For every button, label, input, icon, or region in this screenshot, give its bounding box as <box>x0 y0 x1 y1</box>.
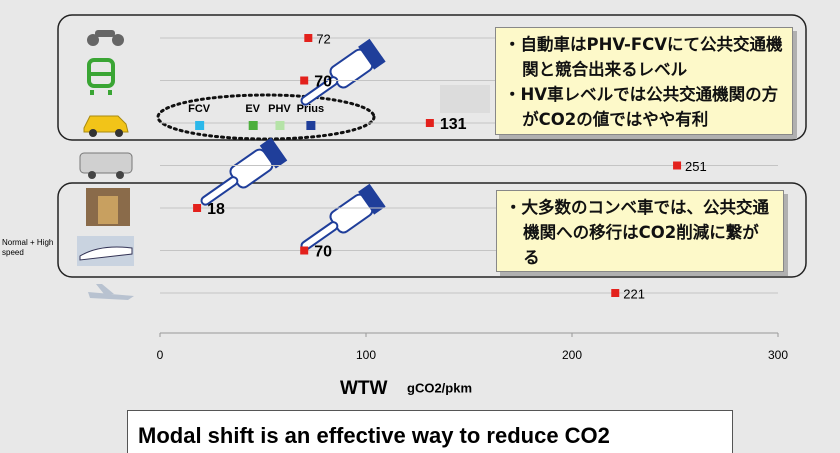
blank-patch <box>440 85 490 113</box>
legend-label: PHV <box>268 103 291 115</box>
callout-box: ・自動車はPHV-FCVにて公共交通機関と競合出来るレベル ・HV車レベルでは公共… <box>495 27 793 135</box>
camper-icon <box>79 152 133 179</box>
pointer-hand <box>300 38 386 106</box>
data-point <box>193 204 202 212</box>
group-box <box>57 182 807 278</box>
pointer-hand <box>300 183 386 251</box>
legend-label: Prius <box>297 103 325 115</box>
data-point <box>304 34 313 42</box>
callout-text: ・HV車レベルでは公共交通機関の方がCO2の値ではやや有利 <box>504 85 779 129</box>
x-axis-title: WTW <box>340 378 388 399</box>
data-point <box>611 289 620 297</box>
callout-text: ・自動車はPHV-FCVにて公共交通機関と競合出来るレベル <box>504 35 783 79</box>
legend-ring <box>156 93 376 141</box>
data-point <box>300 76 309 85</box>
row-note: Normal + High speed <box>2 238 54 257</box>
legend-marker <box>275 121 285 130</box>
x-tick-label: 100 <box>356 348 376 362</box>
group-box <box>57 14 807 141</box>
value-label: 131 <box>440 116 467 133</box>
value-label: 251 <box>685 159 707 174</box>
data-point <box>300 246 309 255</box>
x-axis-unit: gCO2/pkm <box>407 380 472 395</box>
callout-box: ・大多数のコンベ車では、公共交通機関への移行はCO2削減に繋がる <box>496 190 784 272</box>
x-tick-label: 200 <box>562 348 582 362</box>
x-tick-label: 300 <box>768 348 788 362</box>
x-tick-label: 0 <box>157 348 164 362</box>
data-point <box>673 161 682 170</box>
motorcycle-icon <box>87 30 124 46</box>
pointer-hand <box>200 137 288 206</box>
airplane-icon <box>88 284 134 300</box>
value-label: 70 <box>314 74 332 91</box>
legend-marker <box>306 121 316 130</box>
footer-box: Modal shift is an effective way to reduc… <box>127 410 733 453</box>
shinkansen-icon <box>77 236 134 266</box>
legend-marker <box>248 121 258 130</box>
value-label: 221 <box>623 286 645 301</box>
value-label: 72 <box>316 31 330 46</box>
legend-marker <box>195 121 205 130</box>
subway-icon <box>86 188 130 226</box>
value-label: 18 <box>207 201 225 218</box>
legend-label: EV <box>245 103 260 115</box>
legend-label: FCV <box>188 103 211 115</box>
callout-text: ・大多数のコンベ車では、公共交通機関への移行はCO2削減に繋がる <box>505 198 769 267</box>
value-label: 70 <box>314 244 332 261</box>
bus-icon <box>87 58 115 95</box>
data-point <box>425 119 434 127</box>
taxi-icon <box>83 115 129 137</box>
